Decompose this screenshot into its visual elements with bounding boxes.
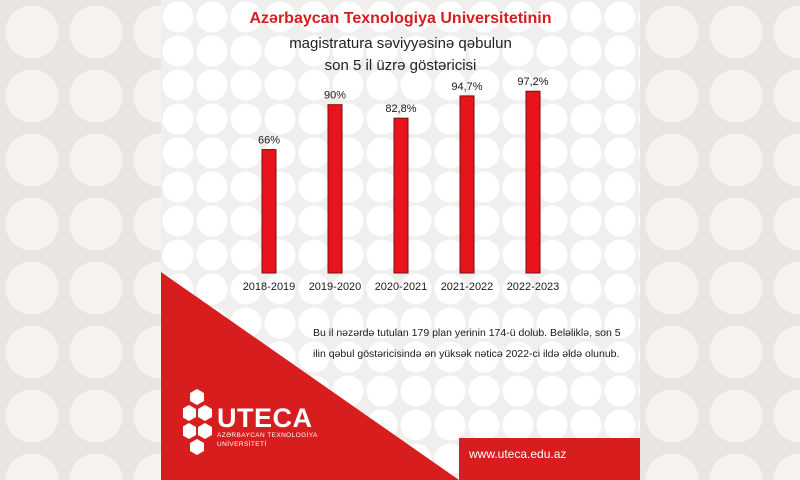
bar-2021-2022 [459,95,475,274]
infographic-card: Azərbaycan Texnologiya Universitetinin m… [161,0,640,480]
logo-subtitle-1: AZƏRBAYCAN TEXNOLOGİYA [217,432,318,439]
website-link[interactable]: www.uteca.edu.az [469,447,567,461]
bar-chart: 66% 2018-2019 90% 2019-2020 82,8% 2020-2021 94… [243,76,560,293]
value-label-2021-2022: 94,7% [451,81,482,93]
logo-hexagon-icon [183,389,212,455]
category-label-2022-2023: 2022-2023 [507,281,560,293]
value-label-2018-2019: 66% [258,135,280,147]
title-line-2: magistratura səviyyəsinə qəbulun [289,35,512,52]
category-label-2020-2021: 2020-2021 [375,281,428,293]
value-label-2019-2020: 90% [324,90,346,102]
bar-2018-2019 [261,149,277,274]
description-text: Bu il nəzərdə tutulan 179 plan yerinin 1… [313,327,621,360]
logo-subtitle-2: UNİVERSİTETİ [217,441,267,448]
title-line-1: Azərbaycan Texnologiya Universitetinin [249,10,552,27]
category-label-2021-2022: 2021-2022 [441,281,494,293]
value-label-2020-2021: 82,8% [385,103,416,115]
red-corner-shape [161,272,459,480]
bar-2019-2020 [327,104,343,274]
url-bar [459,438,640,480]
logo-wordmark: UTECA [217,403,313,433]
bar-2022-2023 [525,90,541,274]
category-label-2019-2020: 2019-2020 [309,281,362,293]
category-label-2018-2019: 2018-2019 [243,281,296,293]
title-line-3: son 5 il üzrə göstəricisi [324,57,477,74]
value-label-2022-2023: 97,2% [517,76,548,88]
bar-2020-2021 [393,117,409,274]
